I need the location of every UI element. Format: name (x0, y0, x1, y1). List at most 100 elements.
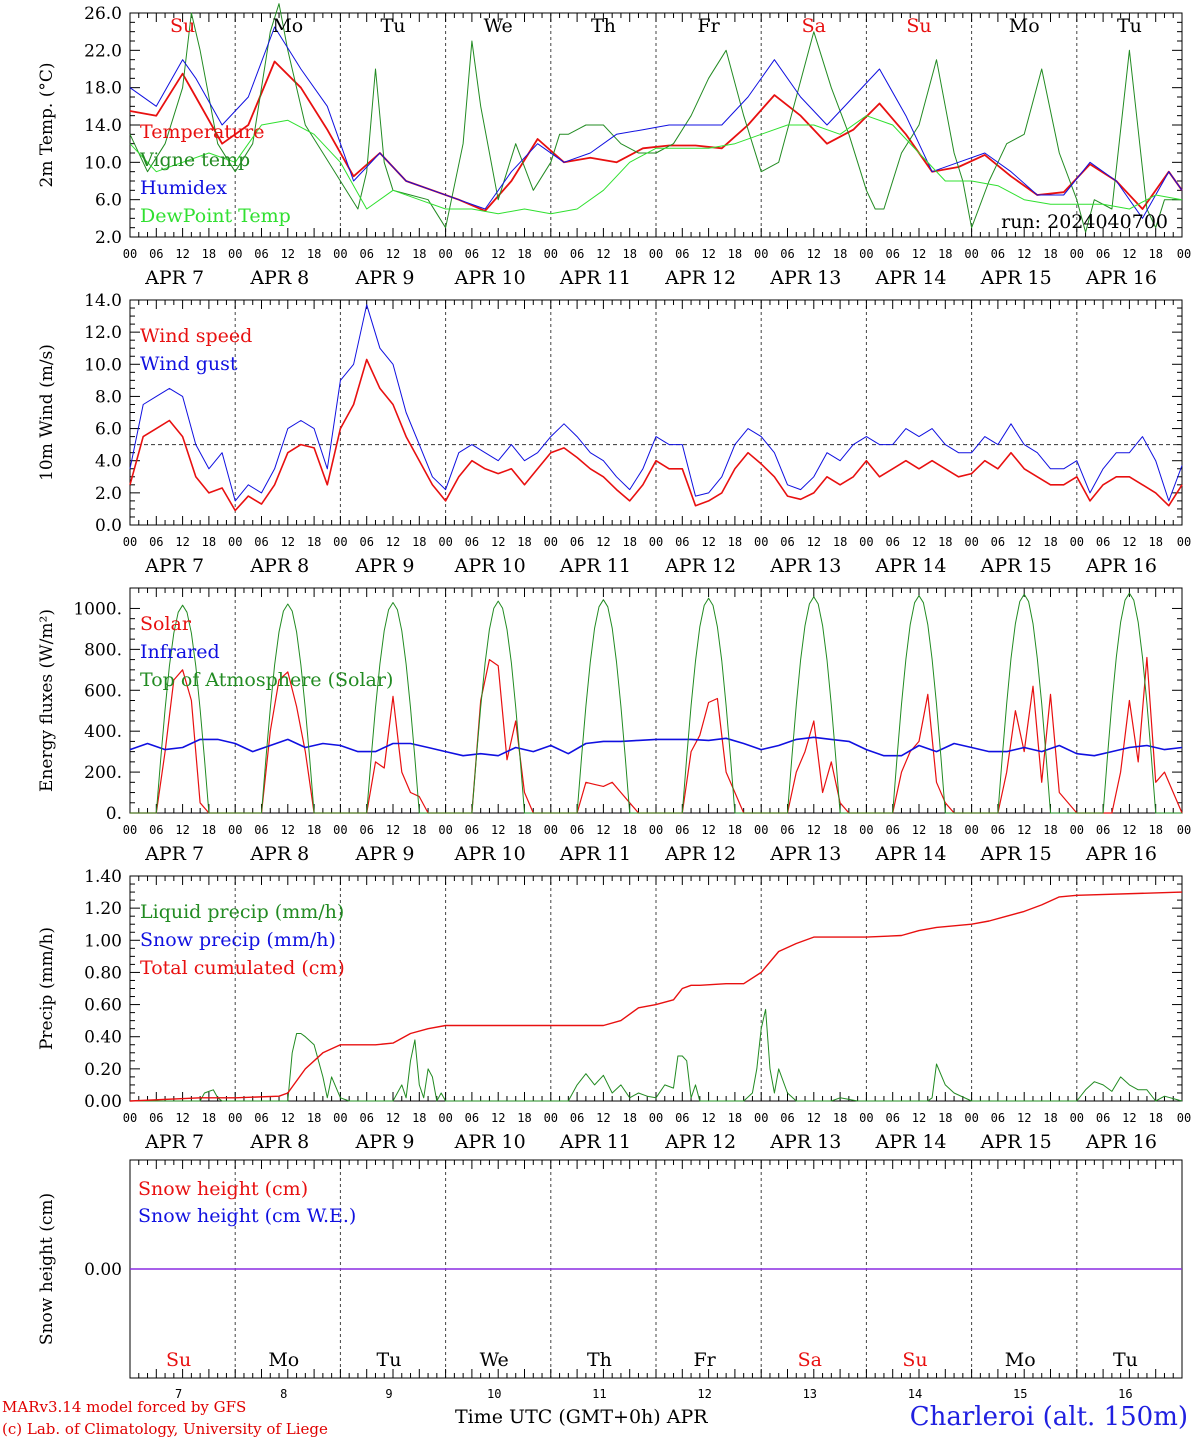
day-of-week-label: Sa (802, 15, 826, 37)
day-of-week-label: Su (166, 1349, 191, 1371)
x-tick-label: 12 (281, 823, 295, 837)
x-tick-label: 00 (123, 1111, 137, 1125)
y-tick-label: 0.00 (84, 1092, 122, 1112)
day-of-week-label: Th (591, 15, 616, 37)
x-tick-label: 00 (1070, 1111, 1084, 1125)
x-tick-label: 00 (1070, 535, 1084, 549)
x-tick-label: 00 (859, 535, 873, 549)
x-tick-label: 00 (438, 1111, 452, 1125)
x-tick-label: 00 (544, 247, 558, 261)
x-tick-label: 12 (596, 535, 610, 549)
panel-3: 0. 200. 400. 600. 800. 1000. Energy fluxes (W/… (37, 587, 1191, 865)
y-tick-label: 0.80 (84, 963, 122, 983)
x-tick-label: 06 (359, 1111, 373, 1125)
x-tick-label: 06 (254, 823, 268, 837)
date-label: APR 14 (874, 1131, 946, 1153)
x-tick-label: 18 (412, 247, 426, 261)
bottom-date-number: 7 (175, 1387, 182, 1401)
date-label: APR 16 (1085, 555, 1157, 577)
date-label: APR 15 (980, 843, 1052, 865)
x-tick-label: 12 (807, 535, 821, 549)
y-tick-label: 2.0 (95, 228, 122, 248)
bottom-date-number: 10 (487, 1387, 501, 1401)
x-tick-label: 12 (1122, 535, 1136, 549)
x-tick-label: 18 (202, 535, 216, 549)
x-tick-label: 12 (912, 1111, 926, 1125)
x-tick-label: 12 (701, 535, 715, 549)
x-tick-label: 18 (938, 535, 952, 549)
y-tick-label: 0.00 (84, 1260, 122, 1280)
x-tick-label: 06 (465, 1111, 479, 1125)
series-line-wind-gust (129, 304, 1183, 502)
y-tick-label: 1.40 (84, 867, 122, 887)
x-tick-label: 18 (622, 535, 636, 549)
x-tick-label: 12 (701, 1111, 715, 1125)
x-tick-label: 12 (491, 1111, 505, 1125)
x-tick-label: 00 (859, 823, 873, 837)
x-tick-label: 18 (938, 247, 952, 261)
x-tick-label: 06 (254, 535, 268, 549)
x-tick-label: 12 (386, 535, 400, 549)
date-label: APR 7 (144, 843, 204, 865)
x-tick-label: 18 (938, 823, 952, 837)
x-tick-label: 18 (1043, 535, 1057, 549)
x-tick-label: 12 (1017, 535, 1031, 549)
x-tick-label: 06 (465, 823, 479, 837)
day-of-week-label: We (480, 1349, 509, 1371)
day-of-week-label: Mo (1009, 15, 1040, 37)
date-label: APR 8 (249, 555, 309, 577)
x-tick-label: 06 (780, 535, 794, 549)
day-of-week-label: Mo (1005, 1349, 1036, 1371)
x-tick-label: 06 (359, 247, 373, 261)
date-label: APR 7 (144, 267, 204, 289)
x-tick-label: 18 (202, 823, 216, 837)
date-label: APR 8 (249, 267, 309, 289)
series-line-liquid-precip-mm-h- (130, 1008, 1183, 1102)
x-tick-label: 00 (1177, 247, 1191, 261)
x-tick-label: 00 (649, 1111, 663, 1125)
x-tick-label: 00 (438, 823, 452, 837)
x-tick-label: 12 (386, 247, 400, 261)
day-of-week-label: Su (902, 1349, 927, 1371)
legend-entry: Infrared (140, 641, 220, 663)
x-tick-label: 18 (1148, 1111, 1162, 1125)
y-tick-label: 6.0 (95, 420, 122, 440)
day-of-week-label: Sa (798, 1349, 822, 1371)
day-of-week-label: Mo (268, 1349, 299, 1371)
date-label: APR 15 (980, 1131, 1052, 1153)
x-tick-label: 18 (1148, 535, 1162, 549)
x-tick-label: 06 (570, 823, 584, 837)
date-label: APR 11 (559, 555, 631, 577)
x-tick-label: 00 (754, 247, 768, 261)
date-label: APR 11 (559, 267, 631, 289)
x-tick-label: 06 (885, 535, 899, 549)
x-tick-label: 18 (412, 535, 426, 549)
date-label: APR 15 (980, 267, 1052, 289)
x-tick-label: 00 (333, 823, 347, 837)
x-tick-label: 00 (1070, 823, 1084, 837)
y-tick-label: 6.0 (95, 191, 122, 211)
y-axis-label: Snow height (cm) (37, 1193, 57, 1345)
legend-entry: DewPoint Temp (140, 205, 291, 227)
y-tick-label: 2.0 (95, 484, 122, 504)
legend-entry: Snow height (cm) (138, 1178, 308, 1200)
x-tick-label: 06 (780, 1111, 794, 1125)
legend-entry: Temperature (140, 121, 264, 143)
x-tick-label: 12 (386, 823, 400, 837)
x-tick-label: 00 (228, 535, 242, 549)
x-tick-label: 00 (1070, 247, 1084, 261)
y-tick-label: 200. (84, 763, 122, 783)
x-tick-label: 06 (675, 1111, 689, 1125)
date-label: APR 7 (144, 555, 204, 577)
x-tick-label: 12 (1122, 823, 1136, 837)
x-tick-label: 06 (149, 247, 163, 261)
bottom-date-number: 15 (1013, 1387, 1027, 1401)
y-tick-label: 600. (84, 681, 122, 701)
x-tick-label: 12 (807, 1111, 821, 1125)
date-label: APR 13 (769, 843, 841, 865)
x-tick-label: 00 (859, 1111, 873, 1125)
x-tick-label: 06 (359, 535, 373, 549)
x-tick-label: 06 (570, 535, 584, 549)
x-tick-label: 12 (386, 1111, 400, 1125)
